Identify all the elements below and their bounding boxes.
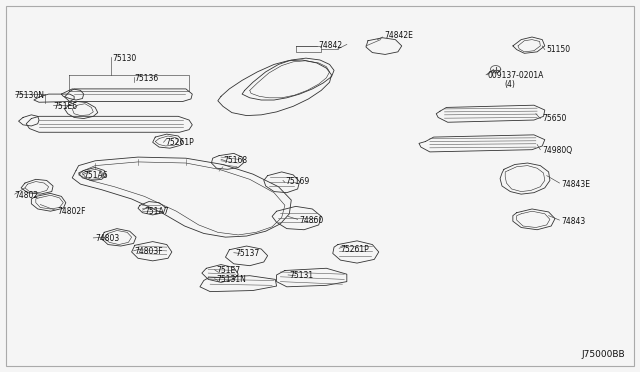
Text: 74843E: 74843E <box>561 180 590 189</box>
Text: 75650: 75650 <box>542 114 566 123</box>
Text: J75000BB: J75000BB <box>582 350 625 359</box>
Text: 751A6: 751A6 <box>84 171 108 180</box>
Text: 74803F: 74803F <box>135 247 163 256</box>
Text: 751A7: 751A7 <box>145 207 169 216</box>
Text: 74802F: 74802F <box>57 207 85 216</box>
Text: 74803: 74803 <box>95 234 120 243</box>
Text: 51150: 51150 <box>547 45 571 54</box>
Text: 75131: 75131 <box>289 271 314 280</box>
Text: 75168: 75168 <box>223 155 247 164</box>
Text: 74843: 74843 <box>561 217 586 226</box>
Text: 75130: 75130 <box>113 54 137 62</box>
Text: 75130N: 75130N <box>15 91 45 100</box>
Text: 75136: 75136 <box>135 74 159 83</box>
Text: 75137: 75137 <box>236 249 260 258</box>
Text: 74842E: 74842E <box>384 31 413 41</box>
Text: 75131N: 75131N <box>216 275 246 284</box>
Text: 74842: 74842 <box>319 41 343 51</box>
Text: 009137-0201A: 009137-0201A <box>487 71 544 80</box>
Text: 74802: 74802 <box>15 191 39 200</box>
Text: 751E7: 751E7 <box>216 266 241 275</box>
Text: (4): (4) <box>504 80 515 89</box>
Text: 751E6: 751E6 <box>53 102 77 111</box>
Text: 75261P: 75261P <box>340 244 369 253</box>
Text: 75169: 75169 <box>285 177 309 186</box>
Text: 74980Q: 74980Q <box>542 146 572 155</box>
Text: 75261P: 75261P <box>166 138 194 147</box>
Text: 74860: 74860 <box>300 216 324 225</box>
